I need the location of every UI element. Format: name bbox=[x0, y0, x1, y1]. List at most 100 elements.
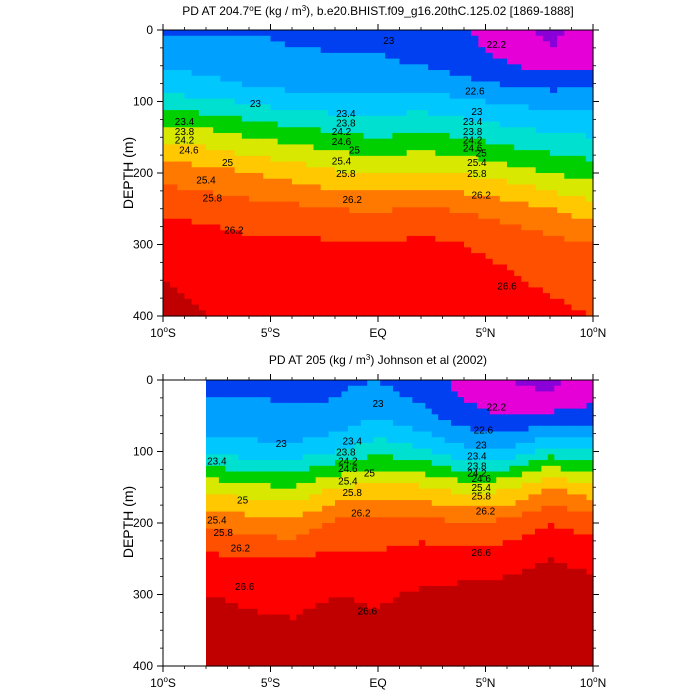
density-cell bbox=[442, 270, 451, 277]
density-cell bbox=[284, 258, 293, 266]
density-cell bbox=[163, 138, 171, 145]
density-cell bbox=[363, 98, 372, 105]
density-cell bbox=[360, 442, 368, 450]
density-cell bbox=[328, 528, 336, 536]
density-cell bbox=[177, 195, 186, 203]
density-cell bbox=[378, 115, 386, 123]
density-cell bbox=[399, 293, 408, 300]
density-cell bbox=[438, 448, 446, 455]
density-cell bbox=[442, 190, 451, 197]
density-cell bbox=[184, 224, 193, 231]
density-cell bbox=[485, 64, 494, 71]
density-cell bbox=[170, 213, 178, 220]
density-cell bbox=[413, 213, 422, 220]
density-cell bbox=[335, 213, 343, 220]
density-cell bbox=[354, 511, 362, 518]
density-cell bbox=[213, 310, 221, 317]
density-cell bbox=[373, 563, 381, 570]
density-cell bbox=[557, 287, 565, 294]
density-cell bbox=[393, 540, 401, 547]
density-cell bbox=[438, 477, 446, 484]
density-cell bbox=[244, 414, 252, 421]
density-cell bbox=[478, 247, 487, 254]
density-cell bbox=[218, 460, 226, 467]
density-cell bbox=[198, 58, 207, 65]
density-cell bbox=[184, 127, 193, 134]
density-cell bbox=[220, 190, 229, 197]
density-cell bbox=[256, 218, 264, 226]
density-cell bbox=[431, 402, 439, 410]
density-cell bbox=[406, 173, 415, 180]
density-cell bbox=[270, 258, 279, 266]
density-cell bbox=[257, 608, 265, 616]
density-cell bbox=[342, 253, 350, 260]
density-cell bbox=[392, 247, 401, 254]
density-cell bbox=[289, 637, 297, 644]
density-cell bbox=[206, 115, 214, 123]
density-cell bbox=[478, 281, 487, 288]
density-cell bbox=[393, 660, 401, 667]
density-cell bbox=[213, 241, 221, 248]
density-cell bbox=[363, 144, 372, 151]
density-cell bbox=[283, 648, 291, 656]
density-cell bbox=[327, 224, 336, 231]
density-cell bbox=[431, 637, 439, 644]
density-cell bbox=[456, 115, 465, 123]
density-cell bbox=[238, 591, 246, 598]
density-cell bbox=[471, 132, 479, 140]
density-cell bbox=[347, 448, 355, 455]
density-cell bbox=[231, 425, 239, 433]
density-cell bbox=[299, 258, 307, 266]
density-cell bbox=[542, 241, 551, 248]
density-cell bbox=[578, 127, 587, 134]
density-cell bbox=[478, 310, 487, 317]
density-cell bbox=[184, 58, 193, 65]
density-cell bbox=[571, 195, 580, 203]
density-cell bbox=[227, 270, 236, 277]
density-cell bbox=[378, 190, 386, 197]
density-cell bbox=[191, 258, 200, 266]
density-cell bbox=[412, 414, 420, 421]
density-cell bbox=[251, 442, 259, 450]
density-cell bbox=[249, 92, 257, 100]
density-cell bbox=[370, 213, 379, 220]
density-cell bbox=[315, 402, 323, 410]
density-cell bbox=[542, 121, 551, 128]
density-cell bbox=[276, 500, 284, 507]
density-cell bbox=[585, 115, 594, 123]
density-cell bbox=[564, 287, 573, 294]
density-cell bbox=[438, 402, 446, 410]
density-cell bbox=[238, 534, 246, 541]
density-cell bbox=[292, 190, 300, 197]
density-cell bbox=[431, 414, 439, 421]
density-cell bbox=[306, 293, 315, 300]
density-cell bbox=[335, 92, 343, 100]
density-cell bbox=[557, 35, 565, 43]
density-cell bbox=[313, 92, 322, 100]
density-cell bbox=[378, 230, 386, 237]
density-cell bbox=[335, 58, 343, 65]
density-cell bbox=[191, 161, 200, 168]
density-cell bbox=[438, 585, 446, 593]
density-cell bbox=[399, 380, 407, 387]
density-cell bbox=[234, 64, 243, 71]
density-cell bbox=[177, 247, 186, 254]
density-cell bbox=[435, 64, 444, 71]
density-cell bbox=[557, 167, 565, 174]
density-cell bbox=[370, 121, 379, 128]
density-cell bbox=[289, 460, 297, 467]
density-cell bbox=[514, 258, 522, 266]
density-cell bbox=[393, 631, 401, 638]
density-cell bbox=[163, 264, 171, 271]
density-cell bbox=[320, 132, 329, 140]
density-cell bbox=[550, 310, 558, 317]
density-cell bbox=[299, 167, 307, 174]
density-cell bbox=[349, 247, 358, 254]
density-cell bbox=[306, 87, 315, 94]
density-cell bbox=[342, 70, 350, 77]
density-cell bbox=[550, 218, 558, 226]
density-cell bbox=[347, 494, 355, 501]
density-cell bbox=[206, 281, 214, 288]
density-cell bbox=[585, 258, 594, 266]
density-cell bbox=[213, 110, 221, 117]
